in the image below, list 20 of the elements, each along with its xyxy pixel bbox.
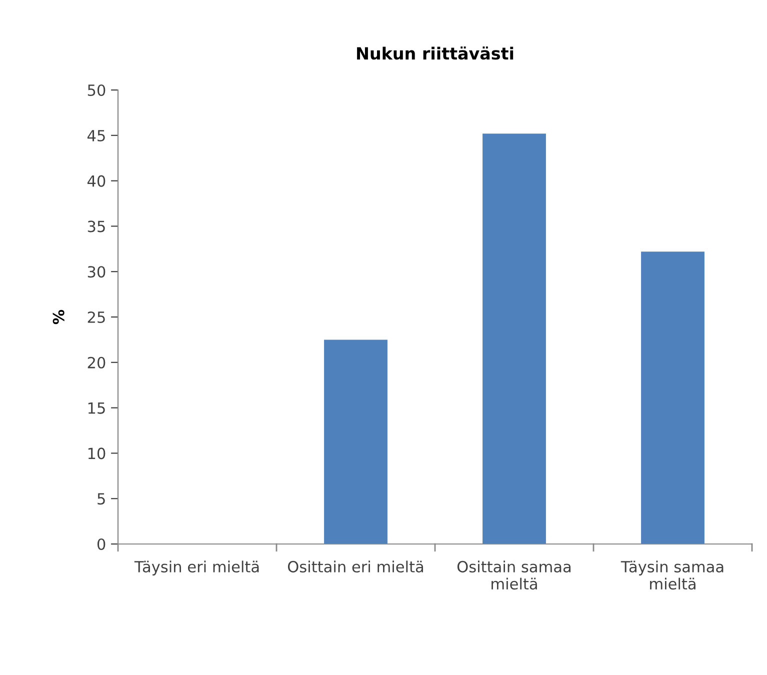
bar	[324, 340, 388, 544]
bar	[482, 134, 546, 544]
y-axis-title: %	[52, 310, 64, 324]
y-tick-label: 20	[88, 356, 106, 368]
y-tick-label: 45	[88, 130, 105, 142]
x-tick-label: Osittain eri mieltä	[288, 560, 423, 572]
bar	[641, 252, 704, 544]
x-tick-label: Täysin eri mieltä	[134, 560, 259, 576]
y-tick-label: 30	[88, 266, 106, 278]
chart-title: Nukun riittävästi	[357, 46, 514, 60]
y-tick-label: 50	[88, 84, 106, 96]
y-tick-label: 35	[88, 220, 105, 232]
x-tick-label: Täysin samaa mieltä	[620, 560, 724, 590]
y-tick-label: 15	[88, 402, 105, 414]
x-tick-label: Osittain samaa mieltä	[457, 560, 571, 590]
y-tick-label: 0	[97, 538, 106, 550]
y-tick-label: 25	[88, 311, 105, 324]
y-tick-label: 40	[88, 175, 106, 187]
y-tick-label: 5	[98, 493, 105, 505]
y-tick-label: 10	[88, 448, 106, 460]
